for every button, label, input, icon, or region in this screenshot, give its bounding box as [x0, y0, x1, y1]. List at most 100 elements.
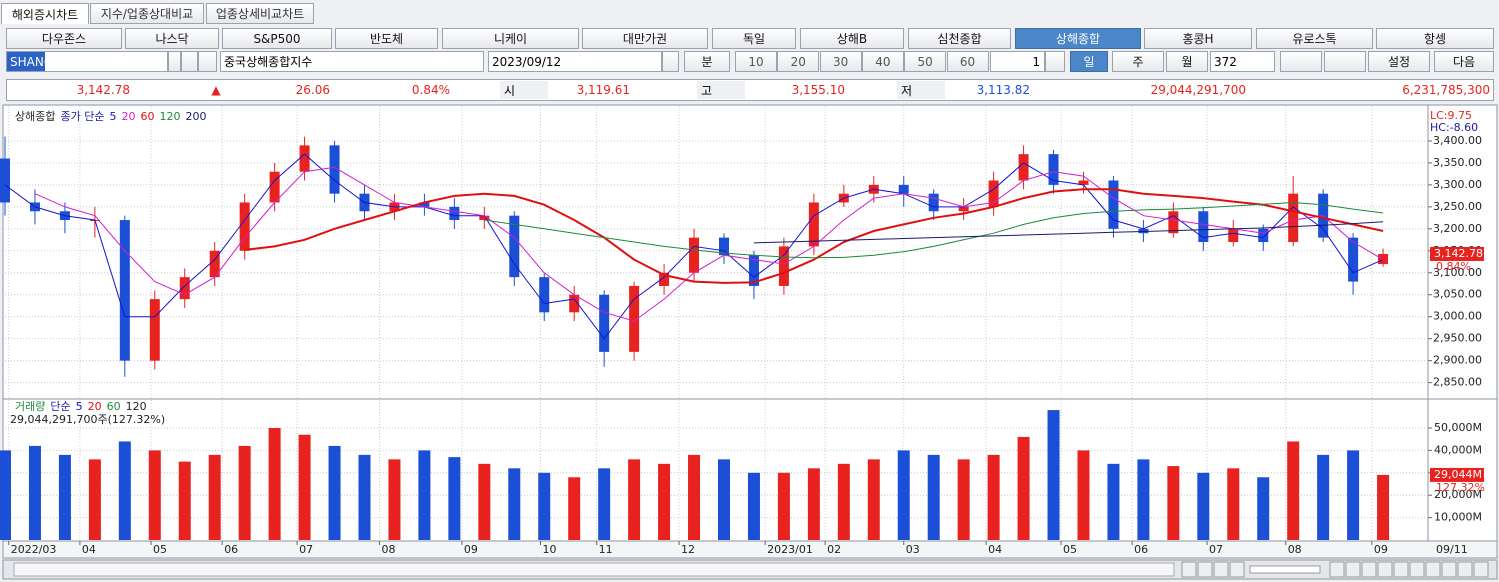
next-button[interactable]: 다음 — [1434, 51, 1494, 72]
chart-style-button[interactable] — [1280, 51, 1322, 72]
interval-button[interactable]: 40 — [861, 51, 904, 72]
index-button[interactable]: 상해종합 — [1015, 28, 1141, 49]
x-tick-label: 2022/03 — [11, 543, 57, 556]
zoom-slider — [1249, 565, 1321, 574]
date-input[interactable]: 2023/09/12 — [488, 51, 662, 72]
volume-bar — [358, 454, 371, 540]
volume-bar — [628, 459, 641, 540]
symbol-name: 중국상해종합지수 — [220, 51, 484, 72]
cursor-date: 09/11 — [1436, 543, 1468, 556]
tab[interactable]: 해외증시차트 — [1, 3, 89, 24]
scroll-control — [1473, 561, 1489, 578]
dropdown[interactable] — [1045, 51, 1065, 72]
volume-bar — [508, 468, 521, 540]
legend-name: 상해종합 — [15, 109, 55, 123]
scroll-control — [1377, 561, 1393, 578]
candle-body — [299, 145, 310, 172]
volume-bar — [1197, 472, 1210, 540]
y-tick-label: 2,900.00 — [1433, 354, 1482, 367]
volume-bar — [28, 445, 41, 540]
index-button[interactable]: 심천종합 — [908, 28, 1011, 49]
tab[interactable]: 지수/업종상대비교 — [90, 3, 204, 24]
x-tick-label: 04 — [988, 543, 1002, 556]
index-button[interactable]: 다우존스 — [6, 28, 122, 49]
quote-label: 저 — [897, 81, 945, 99]
interval-button[interactable]: 60 — [946, 51, 989, 72]
volume-bar — [1377, 474, 1390, 540]
x-axis-band — [2, 540, 1498, 559]
index-button[interactable]: S&P500 — [222, 28, 332, 49]
period-button[interactable]: 주 — [1112, 51, 1164, 72]
legend-entry: 60 — [107, 400, 121, 413]
x-tick-label: 06 — [224, 543, 238, 556]
calendar-button[interactable] — [662, 51, 679, 72]
volume-bar — [747, 472, 760, 540]
index-button[interactable]: 유로스톡 — [1256, 28, 1373, 49]
candle-body — [599, 294, 610, 352]
index-button[interactable]: 독일 — [712, 28, 796, 49]
period-button[interactable]: 월 — [1166, 51, 1208, 72]
legend-entry: 5 — [109, 110, 116, 123]
dropdown[interactable] — [168, 51, 181, 72]
scroll-control — [1393, 561, 1409, 578]
index-button[interactable]: 홍콩H — [1144, 28, 1252, 49]
legend-label: 단순 — [50, 400, 70, 413]
candle-body — [1078, 180, 1089, 185]
quote-change: 26.06 — [295, 83, 330, 97]
scroll-control — [1441, 561, 1457, 578]
option-button[interactable] — [198, 51, 217, 72]
interval-button[interactable]: 30 — [819, 51, 862, 72]
search-button[interactable] — [181, 51, 198, 72]
candle-body — [629, 285, 640, 352]
x-tick-label: 07 — [299, 543, 313, 556]
candle-body — [269, 171, 280, 203]
volume-bar — [1227, 468, 1240, 540]
tick-unit[interactable]: 1 — [990, 51, 1045, 72]
legend-entry: 60 — [140, 110, 154, 123]
x-tick-label: 09 — [464, 543, 478, 556]
quote-low: 3,113.82 — [976, 83, 1030, 97]
volume-bar — [658, 463, 671, 540]
index-button[interactable]: 반도체 — [335, 28, 438, 49]
x-tick-label: 09 — [1374, 543, 1388, 556]
index-button[interactable]: 항셍 — [1376, 28, 1494, 49]
candle-body — [179, 277, 190, 300]
quote-label: 고 — [697, 81, 745, 99]
quote-change-pct: 0.84% — [411, 83, 450, 97]
candle-body — [479, 215, 490, 221]
volume-bar — [328, 445, 341, 540]
index-button[interactable]: 대만가권 — [582, 28, 708, 49]
x-tick-label: 02 — [827, 543, 841, 556]
interval-button[interactable]: 50 — [904, 51, 947, 72]
quote-bar — [6, 79, 1494, 101]
index-button[interactable]: 니케이 — [442, 28, 579, 49]
candle-body — [119, 220, 130, 361]
y-tick-label: 2,850.00 — [1433, 376, 1482, 389]
y-tick-label: 3,000.00 — [1433, 310, 1482, 323]
chart-style-button[interactable] — [1324, 51, 1366, 72]
symbol-input[interactable]: SHANG — [6, 51, 168, 72]
quote-price: 3,142.78 — [76, 83, 130, 97]
candle-body — [449, 206, 460, 221]
interval-button[interactable]: 10 — [735, 51, 777, 72]
scroll-control — [1409, 561, 1425, 578]
settings-button[interactable]: 설정 — [1368, 51, 1430, 72]
period-button[interactable]: 일 — [1070, 51, 1108, 72]
count-input[interactable]: 372 — [1210, 51, 1275, 72]
volume-bar — [837, 463, 850, 540]
volume-bar — [478, 463, 491, 540]
legend-entry: 20 — [88, 400, 102, 413]
volume-bar — [0, 450, 11, 540]
y-tick-label: 40,000M — [1434, 443, 1482, 456]
volume-bar — [238, 445, 251, 540]
tab[interactable]: 업종상세비교차트 — [206, 3, 314, 24]
candle-body — [1288, 193, 1299, 243]
minute-button[interactable]: 분 — [684, 51, 730, 72]
candle-body — [509, 215, 520, 278]
interval-button[interactable]: 20 — [777, 51, 820, 72]
x-tick-label: 05 — [153, 543, 167, 556]
index-button[interactable]: 나스닥 — [125, 28, 219, 49]
volume-bar — [807, 468, 820, 540]
volume-bar — [538, 472, 551, 540]
index-button[interactable]: 상해B — [800, 28, 904, 49]
